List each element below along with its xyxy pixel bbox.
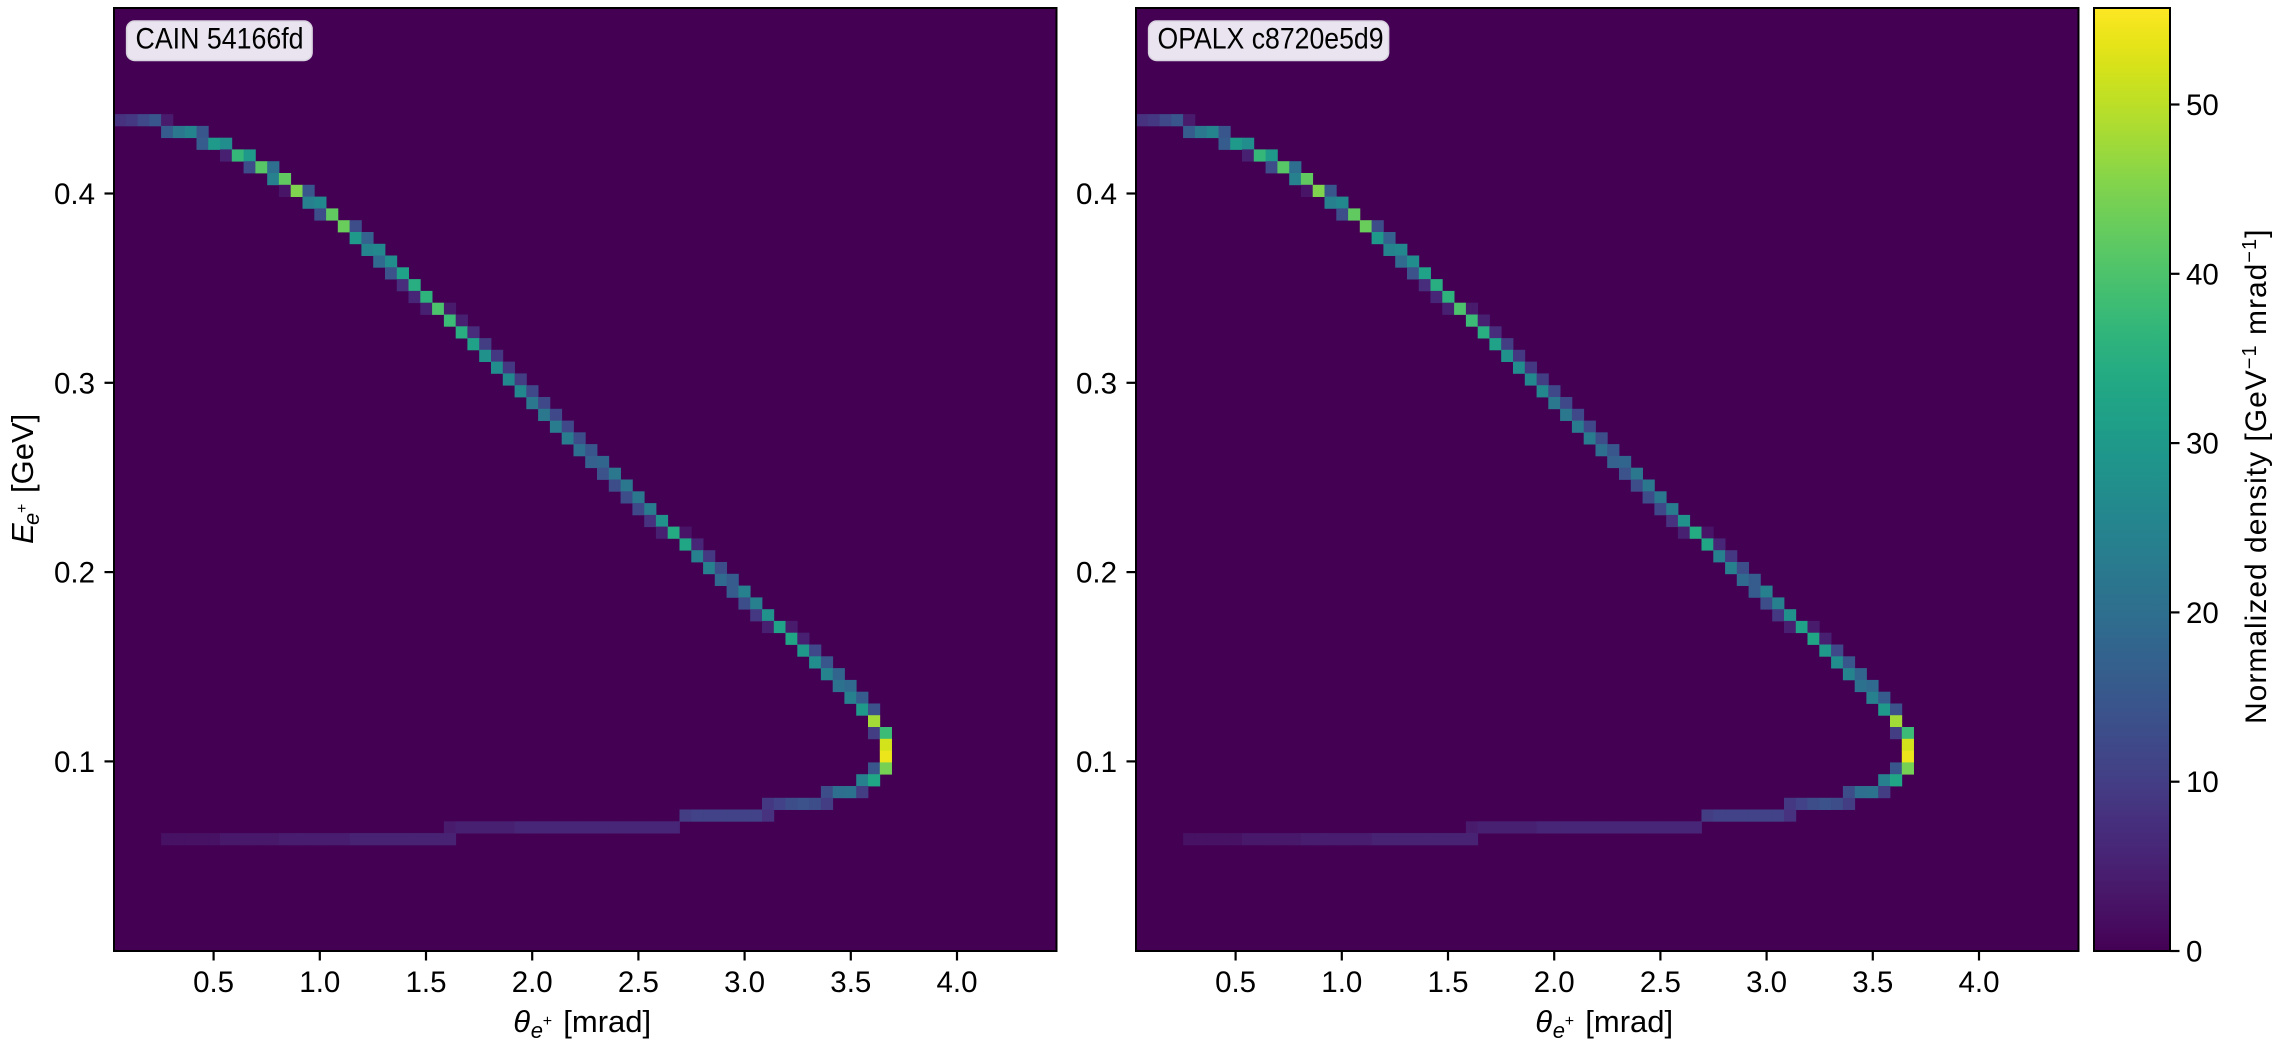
svg-text:CAIN 54166fd: CAIN 54166fd xyxy=(136,22,304,55)
svg-text:0.3: 0.3 xyxy=(54,367,95,400)
svg-text:[GeV]: [GeV] xyxy=(5,414,40,493)
svg-text:0.2: 0.2 xyxy=(54,557,95,590)
svg-text:0.1: 0.1 xyxy=(54,746,95,779)
svg-text:2.0: 2.0 xyxy=(512,966,553,999)
svg-text:e: e xyxy=(19,513,44,525)
svg-text:1.5: 1.5 xyxy=(1427,966,1468,999)
svg-text:3.5: 3.5 xyxy=(830,966,871,999)
svg-text:e: e xyxy=(531,1018,543,1040)
svg-text:+: + xyxy=(543,1013,552,1030)
svg-text:+: + xyxy=(1565,1013,1574,1030)
svg-text:3.5: 3.5 xyxy=(1852,966,1893,999)
svg-text:30: 30 xyxy=(2186,428,2219,461)
svg-text:0.4: 0.4 xyxy=(1076,178,1117,211)
svg-text:[mrad]: [mrad] xyxy=(1585,1004,1673,1039)
svg-text:e: e xyxy=(1553,1018,1565,1040)
svg-text:θ: θ xyxy=(1535,1004,1552,1039)
svg-text:10: 10 xyxy=(2186,766,2219,799)
svg-text:1.0: 1.0 xyxy=(299,966,340,999)
svg-text:4.0: 4.0 xyxy=(1958,966,1999,999)
svg-text:[mrad]: [mrad] xyxy=(563,1004,651,1039)
svg-text:E: E xyxy=(5,523,40,544)
svg-text:3.0: 3.0 xyxy=(724,966,765,999)
svg-text:1.0: 1.0 xyxy=(1321,966,1362,999)
svg-text:4.0: 4.0 xyxy=(936,966,977,999)
svg-text:2.0: 2.0 xyxy=(1534,966,1575,999)
svg-text:0.2: 0.2 xyxy=(1076,557,1117,590)
svg-text:1.5: 1.5 xyxy=(405,966,446,999)
svg-text:0: 0 xyxy=(2186,936,2202,969)
svg-text:3.0: 3.0 xyxy=(1746,966,1787,999)
svg-text:0.5: 0.5 xyxy=(1215,966,1256,999)
svg-text:40: 40 xyxy=(2186,258,2219,291)
svg-text:+: + xyxy=(14,504,31,513)
svg-text:20: 20 xyxy=(2186,597,2219,630)
svg-text:2.5: 2.5 xyxy=(618,966,659,999)
svg-text:2.5: 2.5 xyxy=(1640,966,1681,999)
svg-text:0.3: 0.3 xyxy=(1076,367,1117,400)
svg-text:θ: θ xyxy=(513,1004,530,1039)
svg-text:Normalized density [GeV−1 mrad: Normalized density [GeV−1 mrad−1] xyxy=(2239,229,2273,724)
svg-text:50: 50 xyxy=(2186,89,2219,122)
svg-text:0.5: 0.5 xyxy=(193,966,234,999)
svg-text:0.1: 0.1 xyxy=(1076,746,1117,779)
svg-text:OPALX c8720e5d9: OPALX c8720e5d9 xyxy=(1158,22,1384,55)
svg-text:0.4: 0.4 xyxy=(54,178,95,211)
